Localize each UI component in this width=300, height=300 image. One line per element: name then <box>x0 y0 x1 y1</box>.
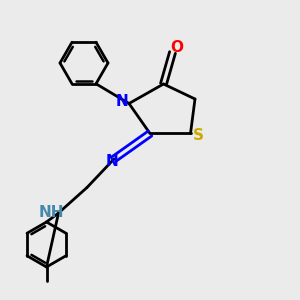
Text: S: S <box>193 128 203 142</box>
Text: NH: NH <box>38 205 64 220</box>
Text: N: N <box>116 94 129 109</box>
Text: N: N <box>105 154 118 169</box>
Text: O: O <box>170 40 184 56</box>
